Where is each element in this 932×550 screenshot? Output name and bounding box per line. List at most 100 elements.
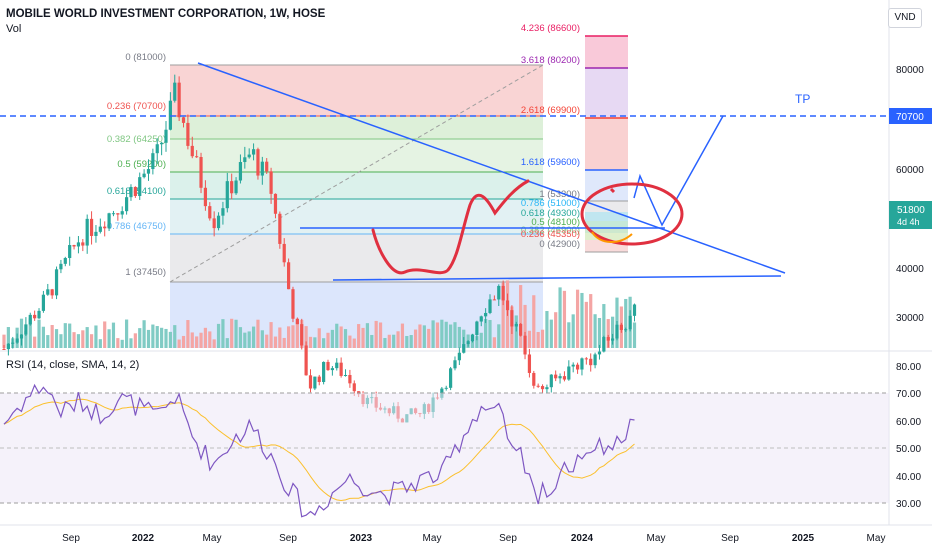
volume-bar (322, 338, 326, 348)
volume-bar (37, 319, 41, 348)
rsi-axis[interactable]: 80.00 70.00 60.00 50.00 40.00 30.00 (896, 362, 921, 510)
volume-legend[interactable]: Vol (6, 23, 22, 35)
candle-body (160, 142, 164, 145)
highlight-arrow-tick (609, 187, 616, 194)
volume-bar (164, 328, 168, 348)
drawings[interactable]: TP (0, 62, 889, 281)
candle-body (567, 366, 571, 380)
candle-body (103, 226, 107, 229)
fib-label-0382: 0.382 (64250) (107, 134, 166, 145)
candle-body (308, 375, 313, 389)
candle-body (282, 243, 286, 263)
volume-bar (413, 329, 418, 348)
time-label: Sep (62, 533, 80, 544)
ext-label-3618: 3.618 (80200) (521, 55, 580, 66)
volume-bar (251, 326, 256, 348)
price-tick: 80000 (896, 65, 924, 76)
volume-bar (536, 331, 540, 348)
candle-body (76, 242, 81, 247)
volume-bar (103, 321, 107, 348)
candle-body (514, 323, 518, 327)
candle-body (41, 294, 46, 311)
candle-body (484, 312, 488, 317)
candle-body (98, 226, 102, 232)
volume-bar (606, 319, 610, 348)
time-label: 2023 (350, 533, 373, 544)
candle-body (540, 386, 545, 390)
currency-button[interactable]: VND (888, 8, 922, 28)
candle-body (536, 385, 540, 387)
volume-bar (488, 319, 492, 348)
ext-zone-05-0382 (585, 227, 628, 233)
ext-label-1: 1 (53300) (539, 189, 580, 200)
volume-bar (370, 334, 374, 348)
ext-zone-4236-3618 (585, 36, 628, 68)
price-tick: 30000 (896, 313, 924, 324)
candle-body (597, 351, 602, 355)
volume-bar (173, 325, 177, 348)
last-price-text: 51800 (897, 205, 925, 216)
volume-bar (94, 325, 98, 348)
volume-bar (435, 322, 440, 348)
rsi-legend[interactable]: RSI (14, close, SMA, 14, 2) (6, 359, 140, 371)
candle-body (580, 358, 584, 370)
candle-body (505, 300, 510, 311)
volume-bar (584, 301, 588, 348)
candle-body (28, 314, 32, 325)
fib-label-1: 1 (37450) (125, 267, 166, 278)
volume-bar (440, 319, 444, 348)
volume-bar (50, 325, 54, 348)
symbol-title[interactable]: MOBILE WORLD INVESTMENT CORPORATION, 1W,… (6, 8, 326, 20)
volume-bar (409, 335, 413, 348)
fib-zone-0-0236 (170, 65, 543, 116)
rsi-tick: 80.00 (896, 362, 921, 373)
time-label: May (647, 533, 666, 544)
support-trendline (332, 275, 782, 281)
candle-body (615, 324, 619, 339)
volume-bar (269, 322, 273, 348)
ext-label-0236: 0.236 (45350) (521, 229, 580, 240)
volume-bar (549, 319, 553, 348)
candle-body (208, 206, 212, 219)
volume-bar (155, 326, 159, 348)
candle-body (151, 153, 155, 170)
volume-bar (98, 339, 102, 348)
volume-bar (247, 331, 251, 348)
candle-body (291, 289, 295, 319)
rsi-pane[interactable] (0, 383, 889, 518)
fib-zone-0382-05 (170, 139, 543, 172)
ext-zone-2618-1618 (585, 118, 628, 170)
time-axis[interactable]: Sep 2022 May Sep 2023 May Sep 2024 May S… (62, 533, 885, 544)
volume-bar (256, 319, 260, 348)
volume-bar (41, 326, 46, 348)
candle-body (335, 362, 339, 369)
candle-body (449, 368, 453, 388)
rsi-line (3, 383, 635, 518)
candle-body (501, 285, 505, 301)
candle-body (11, 342, 15, 344)
volume-bar (129, 338, 133, 348)
fib-zone-0786-1 (170, 234, 543, 282)
candle-body (619, 324, 623, 330)
ext-zone-0618-05 (585, 221, 628, 227)
candle-body (286, 262, 291, 290)
fib-extension-zones[interactable] (585, 35, 628, 253)
ext-zone-1-0786 (585, 201, 628, 212)
candle-body (146, 169, 151, 174)
volume-bar (107, 329, 111, 348)
volume-bar (597, 317, 602, 348)
volume-bar (212, 339, 216, 348)
price-axis[interactable]: 80000 70000 60000 50000 40000 30000 7070… (889, 65, 932, 324)
candle-body (265, 161, 269, 172)
highlight-smile (591, 231, 633, 243)
candle-body (295, 318, 299, 325)
volume-bar (19, 318, 24, 348)
ext-zone-0786-0618 (585, 212, 628, 221)
candle-body (94, 231, 98, 236)
candle-body (24, 324, 28, 335)
candle-body (475, 321, 479, 335)
volume-bar (186, 320, 190, 348)
volume-bar (339, 326, 343, 348)
volume-bar (208, 331, 212, 348)
